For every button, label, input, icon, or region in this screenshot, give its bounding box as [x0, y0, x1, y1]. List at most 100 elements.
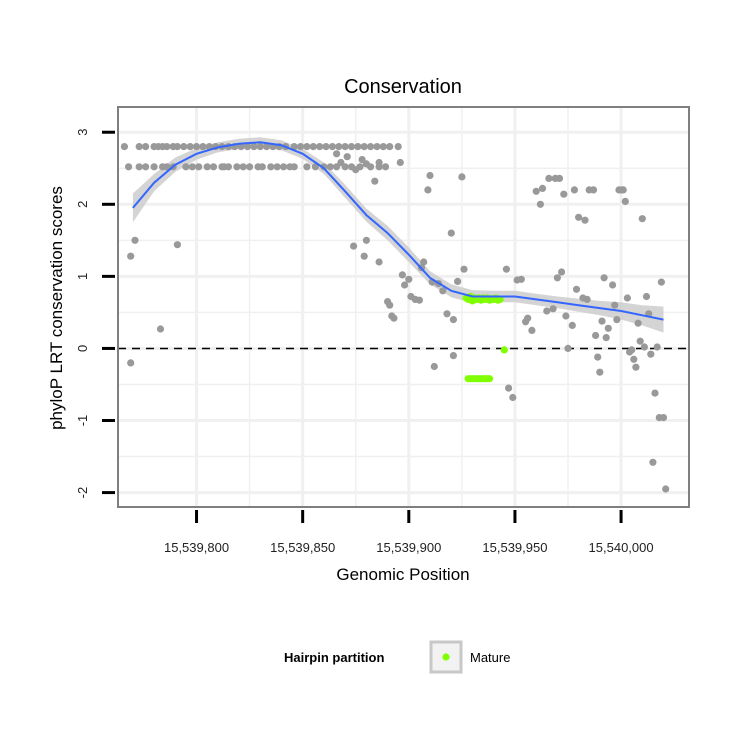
- data-point: [619, 186, 627, 194]
- data-point: [647, 350, 655, 358]
- data-point: [598, 317, 606, 325]
- mature-data-point: [496, 295, 504, 303]
- data-point: [630, 355, 638, 363]
- y-tick-label: -2: [75, 487, 90, 499]
- data-point: [628, 346, 636, 354]
- data-point: [636, 337, 644, 345]
- x-tick-label: 15,540,000: [589, 540, 654, 555]
- data-point: [354, 143, 362, 151]
- data-point: [458, 173, 466, 181]
- data-point: [360, 143, 368, 151]
- data-point: [311, 163, 319, 171]
- data-point: [199, 143, 207, 151]
- mature-points: [462, 292, 508, 383]
- data-point: [545, 174, 553, 182]
- data-point: [401, 281, 409, 289]
- data-point: [131, 236, 139, 244]
- smooth-curve: [132, 141, 664, 321]
- x-tick-label: 15,539,950: [482, 540, 547, 555]
- data-point: [632, 363, 640, 371]
- data-point: [528, 326, 536, 334]
- data-point: [394, 143, 402, 151]
- data-point: [341, 143, 349, 151]
- data-point: [592, 331, 600, 340]
- data-point: [246, 163, 254, 171]
- data-point: [570, 186, 579, 194]
- data-point: [386, 143, 394, 151]
- x-tick-label: 15,539,850: [270, 540, 335, 555]
- data-point: [536, 200, 545, 208]
- y-tick-label: 2: [75, 201, 90, 208]
- y-tick-label: -1: [75, 415, 90, 427]
- legend-label-mature: Mature: [470, 650, 510, 665]
- data-point: [233, 163, 241, 171]
- data-point: [362, 236, 370, 244]
- data-point: [553, 274, 562, 282]
- data-point: [290, 143, 298, 151]
- data-point: [562, 312, 570, 320]
- data-point: [347, 143, 356, 151]
- data-point: [243, 143, 252, 151]
- data-point: [657, 278, 666, 286]
- data-point: [350, 242, 358, 250]
- data-point: [258, 163, 266, 171]
- data-point: [352, 166, 360, 174]
- data-point: [649, 458, 657, 466]
- data-point: [651, 389, 659, 397]
- data-point: [589, 186, 598, 194]
- data-point: [180, 143, 188, 151]
- legend: Hairpin partition Mature: [284, 640, 510, 674]
- data-point: [320, 163, 328, 171]
- data-point: [135, 143, 143, 151]
- data-point: [150, 163, 158, 171]
- data-point: [322, 143, 330, 151]
- data-point: [290, 163, 298, 171]
- data-point: [316, 143, 324, 151]
- data-point: [611, 301, 619, 309]
- data-point: [195, 163, 203, 171]
- data-point: [362, 160, 370, 168]
- data-point: [367, 143, 375, 151]
- data-point: [517, 275, 525, 283]
- data-point: [621, 197, 629, 205]
- data-point: [560, 190, 568, 198]
- data-point: [333, 150, 341, 158]
- data-point: [373, 143, 381, 151]
- confidence-band: [132, 137, 664, 333]
- data-point: [543, 307, 551, 315]
- mature-data-point: [485, 375, 494, 383]
- data-point: [460, 265, 468, 273]
- data-point: [186, 143, 194, 151]
- legend-key-mature-dot: [442, 653, 450, 661]
- data-point: [309, 143, 317, 151]
- legend-key-box: [429, 640, 463, 674]
- data-point: [379, 143, 387, 151]
- data-point: [502, 265, 510, 273]
- data-point: [267, 163, 275, 171]
- data-point: [653, 343, 661, 351]
- data-point: [125, 163, 133, 171]
- data-point: [443, 310, 451, 318]
- data-point: [375, 258, 383, 266]
- y-axis-title: phyloP LRT conservation scores: [47, 186, 66, 430]
- data-point: [594, 353, 602, 361]
- data-point: [405, 275, 413, 283]
- data-point: [337, 158, 345, 167]
- data-point: [188, 163, 196, 171]
- data-point: [638, 215, 646, 223]
- panel-border: [117, 106, 690, 508]
- data-point: [596, 368, 604, 376]
- data-point: [572, 285, 581, 293]
- data-point: [173, 241, 181, 249]
- data-point: [609, 281, 617, 289]
- x-axis-ticks: 15,539,800 15,539,850 15,539,900 15,539,950…: [164, 510, 654, 555]
- data-point: [163, 143, 171, 151]
- data-point: [640, 343, 649, 351]
- data-point: [303, 143, 311, 151]
- data-point: [237, 143, 245, 151]
- data-point: [381, 163, 390, 171]
- data-point: [192, 143, 201, 151]
- data-point: [430, 362, 438, 371]
- data-point: [568, 321, 576, 329]
- data-point: [398, 271, 406, 279]
